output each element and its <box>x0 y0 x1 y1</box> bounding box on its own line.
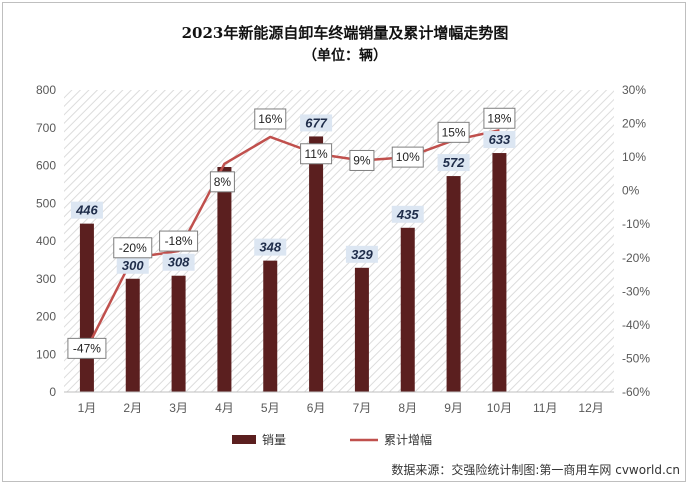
x-tick-label: 7月 <box>353 401 372 415</box>
left-axis: 0 100 200 300 400 500 600 700 800 <box>36 83 56 399</box>
pct-label-box <box>159 230 199 252</box>
pct-label-box <box>209 171 235 193</box>
pct-value-label: 11% <box>305 147 328 161</box>
chart-title: 2023年新能源自卸车终端销量及累计增幅走势图 <box>182 24 509 42</box>
data-labels: 446 300 308 348 677 329 435 572 633 -47% -20% -18% 8… <box>67 107 516 359</box>
bar-value-label: 329 <box>351 247 373 262</box>
x-tick-label: 10月 <box>487 401 512 415</box>
bar-value-label: 633 <box>489 132 511 147</box>
x-tick-label: 8月 <box>398 401 417 415</box>
bar <box>263 260 278 392</box>
bar <box>171 275 186 392</box>
bar-label-background <box>300 114 333 132</box>
bar-value-label: 572 <box>443 155 465 170</box>
source-note: 数据来源：交强险统计制图:第一商用车网 cvworld.cn <box>391 462 680 477</box>
x-tick-label: 11月 <box>533 401 557 415</box>
plot-area-background <box>64 90 614 392</box>
y-right-tick-label: -50% <box>622 351 650 365</box>
y-left-tick-label: 600 <box>36 159 56 173</box>
legend: 销量 累计增幅 <box>232 432 432 447</box>
x-tick-label: 3月 <box>169 401 188 415</box>
bar <box>309 136 324 392</box>
bar <box>125 278 140 392</box>
bar <box>79 223 94 392</box>
pct-label-box <box>483 107 516 129</box>
x-tick-label: 2月 <box>123 401 142 415</box>
pct-value-label: -47% <box>73 341 101 355</box>
bar-value-label: 308 <box>168 255 190 270</box>
y-right-tick-label: 20% <box>622 117 646 131</box>
x-tick-label: 1月 <box>78 401 97 415</box>
bar-value-label: 677 <box>305 115 327 130</box>
pct-value-label: 18% <box>487 111 511 125</box>
bar-label-background <box>116 256 149 274</box>
x-tick-label: 4月 <box>215 401 234 415</box>
y-left-tick-label: 300 <box>36 272 56 286</box>
bar-label-background <box>391 205 424 223</box>
x-tick-label: 5月 <box>261 401 280 415</box>
legend-label-bar: 销量 <box>262 433 286 447</box>
bar <box>217 167 232 392</box>
bar <box>354 267 369 392</box>
line-series <box>85 129 500 349</box>
x-tick-label: 6月 <box>307 401 326 415</box>
x-tick-label: 12月 <box>578 401 603 415</box>
bar <box>492 153 507 392</box>
bar <box>446 176 461 392</box>
pct-label-box <box>437 121 470 143</box>
pct-value-label: 10% <box>396 150 420 164</box>
y-left-tick-label: 800 <box>36 83 56 97</box>
y-right-tick-label: 0% <box>622 184 640 198</box>
y-right-tick-label: -30% <box>622 284 650 298</box>
legend-swatch-bar <box>232 435 256 444</box>
y-left-tick-label: 500 <box>36 196 56 210</box>
pct-label-box <box>391 146 424 168</box>
y-right-tick-label: 10% <box>622 150 646 164</box>
pct-value-label: -20% <box>119 241 147 255</box>
y-right-tick-label: 30% <box>622 83 646 97</box>
y-left-tick-label: 0 <box>49 385 56 399</box>
bar-value-label: 446 <box>75 203 98 218</box>
pct-value-label: -18% <box>165 234 193 248</box>
pct-value-label: 8% <box>214 175 232 189</box>
y-right-tick-label: -40% <box>622 318 650 332</box>
chart-frame <box>2 2 686 482</box>
pct-label-box <box>254 108 287 130</box>
pct-value-label: 15% <box>442 125 466 139</box>
y-right-tick-label: -20% <box>622 251 650 265</box>
y-right-tick-label: -10% <box>622 217 650 231</box>
chart-subtitle: （单位：辆） <box>303 47 387 64</box>
bar-value-label: 300 <box>122 258 144 273</box>
y-left-tick-label: 400 <box>36 234 56 248</box>
right-axis: -60% -50% -40% -30% -20% -10% 0% 10% 20% 30% <box>622 83 650 399</box>
legend-label-line: 累计增幅 <box>384 432 432 447</box>
x-axis: 1月 2月 3月 4月 5月 6月 7月 8月 9月 10月 11月 12月 <box>64 391 614 415</box>
pct-label-box <box>67 337 107 359</box>
bar-label-background <box>345 245 378 263</box>
y-right-tick-label: -60% <box>622 385 650 399</box>
bar <box>400 227 415 392</box>
pct-label-box <box>300 143 333 165</box>
bar-series <box>79 136 507 392</box>
pct-value-label: 16% <box>258 112 282 126</box>
y-left-tick-label: 200 <box>36 310 56 324</box>
bar-value-label: 435 <box>396 207 419 222</box>
bar-label-background <box>162 253 195 271</box>
pct-label-box <box>349 149 375 171</box>
y-left-tick-label: 700 <box>36 121 56 135</box>
pct-label-box <box>113 237 153 259</box>
bar-label-background <box>70 201 103 219</box>
x-tick-label: 9月 <box>444 401 463 415</box>
y-left-tick-label: 100 <box>36 347 56 361</box>
bar-label-background <box>483 131 516 149</box>
bar-label-background <box>437 154 470 172</box>
bar-label-background <box>254 238 287 256</box>
pct-value-label: 9% <box>353 153 371 167</box>
cumulative-growth-line <box>85 129 500 349</box>
bar-value-label: 348 <box>259 240 281 255</box>
